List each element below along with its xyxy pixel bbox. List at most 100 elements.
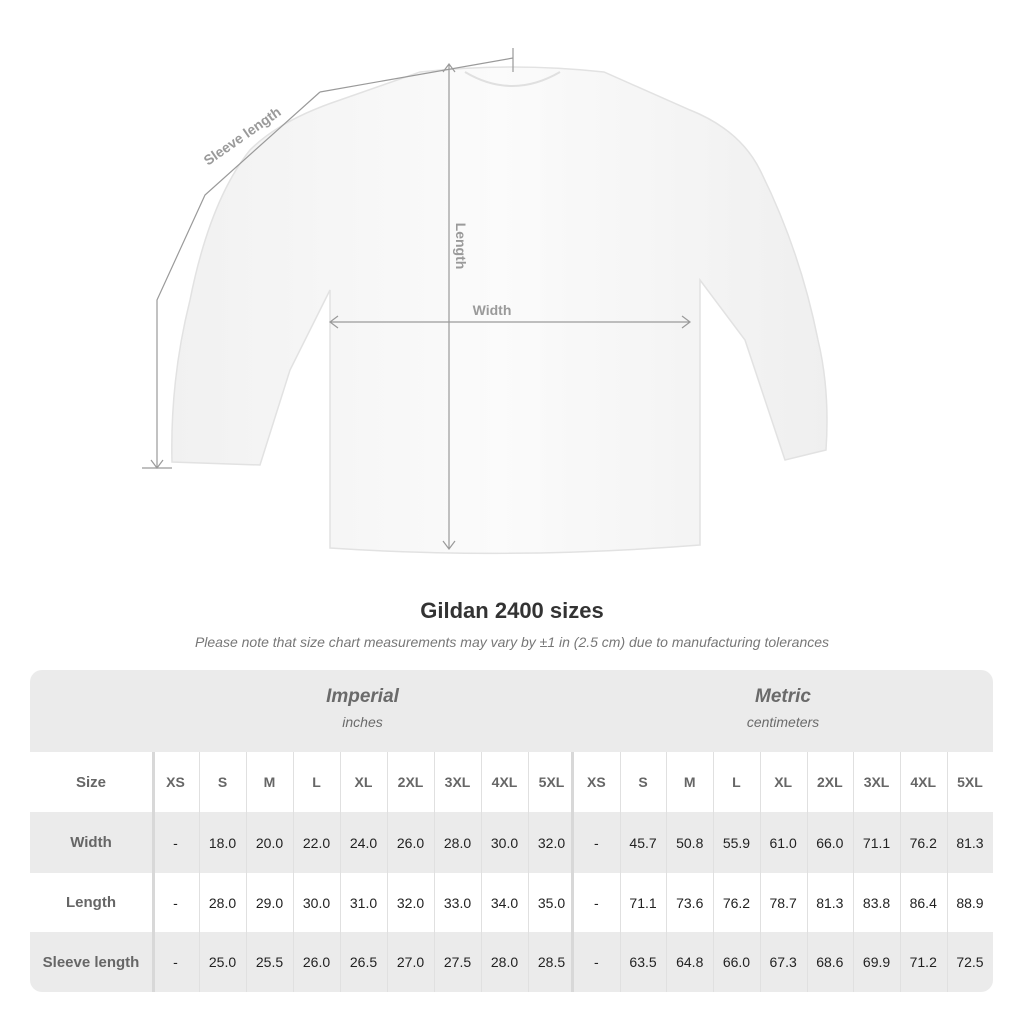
column-divider bbox=[619, 752, 621, 992]
imperial-value-cell: 35.0 bbox=[537, 894, 566, 911]
metric-value-cell: 88.9 bbox=[956, 894, 984, 911]
column-divider bbox=[199, 752, 200, 992]
imperial-value-cell: 25.5 bbox=[255, 954, 284, 970]
metric-value-cell: 66.0 bbox=[816, 834, 844, 851]
column-divider bbox=[759, 752, 761, 992]
size-column-header: XS bbox=[587, 774, 606, 790]
imperial-value-cell: 27.5 bbox=[443, 954, 472, 970]
imperial-value-cell: 32.0 bbox=[396, 894, 425, 911]
metric-value-cell: 78.7 bbox=[769, 894, 797, 911]
width-label: Width bbox=[473, 302, 512, 318]
size-column-header: 3XL bbox=[863, 774, 890, 790]
size-column-header: 4XL bbox=[491, 774, 518, 790]
metric-value-cell: 76.2 bbox=[909, 834, 937, 851]
imperial-value-cell: 26.0 bbox=[396, 834, 425, 851]
size-header: Size bbox=[75, 773, 106, 791]
imperial-value-cell: 30.0 bbox=[302, 894, 331, 911]
metric-value-cell: 50.8 bbox=[676, 834, 704, 851]
imperial-value-cell: 24.0 bbox=[349, 834, 378, 851]
size-column-header: M bbox=[683, 774, 696, 790]
column-divider bbox=[713, 752, 715, 992]
metric-value-cell: 83.8 bbox=[862, 894, 891, 911]
tolerance-note: Please note that size chart measurements… bbox=[194, 634, 830, 650]
imperial-value-cell: 26.5 bbox=[349, 954, 378, 970]
metric-value-cell: 66.0 bbox=[722, 954, 751, 970]
imperial-value-cell: 26.0 bbox=[302, 954, 331, 970]
metric-value-cell: 67.3 bbox=[769, 954, 797, 970]
column-divider bbox=[806, 752, 808, 992]
column-divider bbox=[899, 752, 901, 992]
column-divider bbox=[340, 752, 341, 992]
imperial-value-cell: 20.0 bbox=[255, 834, 284, 851]
shirt-image bbox=[171, 66, 828, 555]
metric-value-cell: 68.6 bbox=[816, 954, 844, 970]
size-column-header: 5XL bbox=[957, 774, 983, 790]
metric-unit: centimeters bbox=[746, 714, 820, 730]
column-divider bbox=[152, 752, 155, 992]
metric-value-cell: 76.2 bbox=[722, 894, 751, 911]
imperial-value-cell: 28.0 bbox=[490, 954, 519, 970]
row-label: Sleeve length bbox=[42, 953, 140, 971]
measurement-lines bbox=[142, 48, 691, 550]
chart-title: Gildan 2400 sizes bbox=[420, 598, 604, 623]
metric-value-cell: 71.1 bbox=[629, 894, 657, 911]
size-column-header: S bbox=[217, 774, 228, 790]
imperial-value-cell: 32.0 bbox=[537, 834, 566, 851]
column-divider bbox=[853, 752, 855, 992]
metric-value-cell: 73.6 bbox=[676, 894, 704, 911]
column-divider bbox=[571, 752, 574, 992]
imperial-value-cell: 22.0 bbox=[302, 834, 331, 851]
header-band bbox=[30, 670, 993, 752]
imperial-value-cell: 30.0 bbox=[490, 834, 519, 851]
size-column-header: XL bbox=[774, 774, 793, 790]
size-column-header: S bbox=[638, 774, 648, 790]
metric-value-cell: 61.0 bbox=[769, 834, 797, 851]
row-label: Length bbox=[66, 894, 116, 911]
imperial-heading: Imperial bbox=[326, 686, 399, 707]
column-divider bbox=[387, 752, 388, 992]
imperial-value-cell: 25.0 bbox=[208, 954, 237, 970]
metric-value-cell: 71.2 bbox=[909, 954, 937, 970]
size-column-header: 5XL bbox=[538, 774, 565, 790]
imperial-value-cell: 29.0 bbox=[255, 894, 284, 911]
metric-value-cell: 72.5 bbox=[956, 954, 984, 970]
metric-value-cell: 81.3 bbox=[816, 894, 844, 911]
metric-value-cell: - bbox=[594, 894, 599, 911]
column-divider bbox=[481, 752, 482, 992]
metric-value-cell: - bbox=[594, 834, 599, 851]
metric-value-cell: 63.5 bbox=[629, 954, 657, 970]
metric-group: Metric centimeters bbox=[573, 686, 993, 730]
size-column-header: 4XL bbox=[910, 774, 937, 790]
imperial-value-cell: 31.0 bbox=[349, 894, 378, 911]
metric-value-cell: - bbox=[594, 954, 599, 970]
column-divider bbox=[528, 752, 529, 992]
size-column-header: 2XL bbox=[397, 774, 424, 790]
imperial-value-cell: - bbox=[173, 834, 178, 851]
size-column-header: L bbox=[732, 774, 741, 790]
size-column-header: XS bbox=[166, 774, 185, 790]
imperial-value-cell: - bbox=[173, 954, 178, 970]
row-band bbox=[30, 812, 993, 873]
imperial-value-cell: 34.0 bbox=[490, 894, 519, 911]
imperial-unit: inches bbox=[342, 714, 383, 730]
column-divider bbox=[293, 752, 294, 992]
metric-value-cell: 71.1 bbox=[862, 834, 891, 851]
size-column-header: 2XL bbox=[817, 774, 843, 790]
column-divider bbox=[434, 752, 435, 992]
imperial-value-cell: 27.0 bbox=[396, 954, 425, 970]
row-label: Width bbox=[70, 834, 112, 851]
metric-value-cell: 69.9 bbox=[862, 954, 891, 970]
size-column-header: M bbox=[263, 774, 276, 790]
imperial-value-cell: 33.0 bbox=[443, 894, 472, 911]
metric-value-cell: 55.9 bbox=[722, 834, 751, 851]
size-column-header: L bbox=[312, 774, 321, 790]
column-divider bbox=[946, 752, 948, 992]
row-band bbox=[30, 932, 993, 992]
metric-value-cell: 64.8 bbox=[676, 954, 704, 970]
shirt-measurement-diagram: Sleeve length Length Width bbox=[142, 48, 828, 555]
size-column-header: XL bbox=[354, 774, 373, 790]
imperial-value-cell: 28.0 bbox=[443, 834, 472, 851]
imperial-value-cell: 18.0 bbox=[208, 834, 237, 851]
column-divider bbox=[246, 752, 247, 992]
imperial-value-cell: 28.5 bbox=[537, 954, 566, 970]
